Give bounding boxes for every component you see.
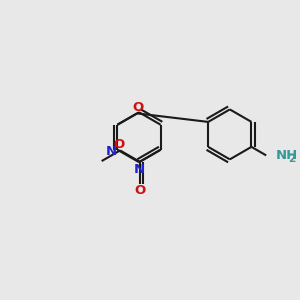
Text: N: N <box>134 163 145 176</box>
Text: N: N <box>106 146 117 158</box>
Text: O: O <box>113 138 124 151</box>
Text: O: O <box>133 101 144 114</box>
Text: 2: 2 <box>288 154 296 164</box>
Text: O: O <box>134 184 146 197</box>
Text: NH: NH <box>275 149 298 162</box>
